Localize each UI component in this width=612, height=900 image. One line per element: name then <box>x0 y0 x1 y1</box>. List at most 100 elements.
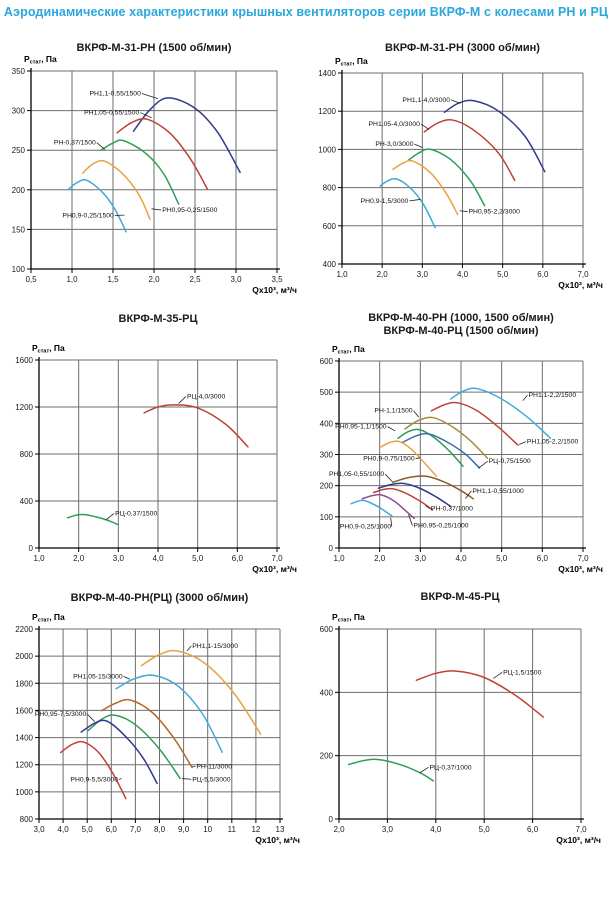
x-tick-label: 3,0 <box>382 825 394 834</box>
label-leader <box>181 778 192 780</box>
x-tick-label: 0,5 <box>25 275 37 284</box>
series-label: РН0,95-0,25/1000 <box>413 522 468 529</box>
label-leader <box>419 766 429 774</box>
series-label: РН0,95-1,1/1500 <box>335 424 387 431</box>
series-curve <box>116 117 209 190</box>
x-tick-label: 7,0 <box>577 270 589 279</box>
series-label: РН1,05-0,55/1000 <box>329 471 384 478</box>
x-tick-label: 4,0 <box>455 554 467 563</box>
series-curve <box>81 159 151 220</box>
y-tick-label: 250 <box>12 146 26 155</box>
x-tick-label: 1,0 <box>333 554 345 563</box>
series-curve <box>143 404 249 448</box>
label-leader <box>420 123 430 130</box>
x-tick-label: 4,0 <box>457 270 469 279</box>
x-axis-label: Qx10³, м³/ч <box>558 564 603 574</box>
x-tick-label: 6,0 <box>106 825 118 834</box>
label-leader <box>118 777 122 781</box>
y-tick-label: 0 <box>329 544 334 553</box>
label-leader <box>408 514 413 526</box>
series-label: РН-11/3000 <box>196 764 232 771</box>
series-curve <box>404 416 489 459</box>
series-curve <box>132 97 241 174</box>
series-curve <box>401 432 481 469</box>
page-title: Аэродинамические характеристики крышных … <box>3 5 609 19</box>
x-tick-label: 3,0 <box>417 270 429 279</box>
series-label: РН1,05-4,0/3000 <box>369 121 421 128</box>
x-tick-label: 11 <box>228 825 237 834</box>
series-label: РН1,1-0,55/1500 <box>89 91 141 98</box>
y-axis-label: Pстат, Па <box>332 612 365 624</box>
y-tick-label: 600 <box>320 357 334 366</box>
label-leader <box>459 210 468 212</box>
chart-title: ВКРФ-М-40-РН (1000, 1500 об/мин) <box>368 312 554 324</box>
y-tick-label: 1800 <box>15 679 33 688</box>
y-axis-label: Pстат, Па <box>332 344 365 356</box>
x-tick-label: 4,0 <box>430 825 442 834</box>
y-tick-label: 100 <box>320 513 334 522</box>
series-label: РЦ-0,37/1000 <box>430 764 472 771</box>
series-curve <box>430 401 519 446</box>
y-tick-label: 1600 <box>15 356 33 365</box>
x-tick-label: 7,0 <box>577 554 589 563</box>
x-tick-label: 1,5 <box>107 275 119 284</box>
x-tick-label: 4,0 <box>58 825 70 834</box>
x-tick-label: 6,0 <box>537 270 549 279</box>
series-label: РЦ-4,0/3000 <box>187 393 226 400</box>
series-curve <box>372 487 434 511</box>
y-tick-label: 100 <box>12 265 26 274</box>
x-tick-label: 13 <box>276 825 285 834</box>
series-label: РН0,9-1,5/3000 <box>361 198 409 205</box>
y-axis-label: Pстат, Па <box>24 54 57 66</box>
x-tick-label: 3,0 <box>415 554 427 563</box>
x-tick-label: 1,0 <box>33 554 45 563</box>
series-label: РН1,05-0,55/1500 <box>84 110 139 117</box>
x-tick-label: 3,0 <box>113 554 125 563</box>
y-tick-label: 600 <box>320 625 334 634</box>
x-tick-label: 7,0 <box>575 825 587 834</box>
x-tick-label: 5,0 <box>192 554 204 563</box>
y-tick-label: 1200 <box>15 403 33 412</box>
label-leader <box>493 671 503 679</box>
label-leader <box>390 517 393 527</box>
chart-2: 1,0 2,0 3,0 4,0 5,0 6,0 7,0 400 600 800 1000 1200 14… <box>318 42 603 290</box>
x-tick-label: 6,0 <box>527 825 539 834</box>
chart-5: 3,0 4,0 5,0 6,0 7,0 8,0 9,0 10 11 12 13 800 1000 1200… <box>15 592 300 845</box>
label-leader <box>409 199 421 202</box>
x-tick-label: 5,0 <box>497 270 509 279</box>
y-tick-label: 200 <box>320 482 334 491</box>
series-label: РН1,05-15/3000 <box>73 673 123 680</box>
x-axis-label: Qx10³, м³/ч <box>255 835 300 845</box>
x-tick-label: 7,0 <box>271 554 283 563</box>
chart-1: 0,5 1,0 1,5 2,0 2,5 3,0 3,5 100 150 200 250 300 350 В… <box>12 42 297 295</box>
label-leader <box>465 490 472 499</box>
x-tick-label: 5,0 <box>82 825 94 834</box>
label-leader <box>450 99 461 104</box>
y-tick-label: 150 <box>12 225 26 234</box>
x-tick-label: 4,0 <box>152 554 164 563</box>
series-curve <box>423 118 516 182</box>
x-tick-label: 2,0 <box>377 270 389 279</box>
label-leader <box>387 426 396 432</box>
series-label: РЦ-5,5/3000 <box>192 776 231 783</box>
series-curve <box>450 387 552 440</box>
series-label: РН0,95-2,2/3000 <box>469 209 521 216</box>
x-tick-label: 3,5 <box>271 275 283 284</box>
x-tick-label: 1,0 <box>336 270 348 279</box>
x-tick-label: 12 <box>251 825 260 834</box>
x-tick-label: 6,0 <box>537 554 549 563</box>
series-curve <box>397 428 464 468</box>
y-tick-label: 800 <box>20 450 34 459</box>
series-curve <box>140 649 262 735</box>
x-axis-label: Qx10³, м³/ч <box>556 835 601 845</box>
y-tick-label: 1200 <box>318 107 336 116</box>
label-leader <box>178 396 187 404</box>
series-label: РН-0,37/1000 <box>431 506 473 513</box>
y-tick-label: 1400 <box>318 69 336 78</box>
label-leader <box>96 142 106 150</box>
chart-3: 1,0 2,0 3,0 4,0 5,0 6,0 7,0 0 400 800 1200 1600 ВКРФ… <box>15 313 297 574</box>
series-curve <box>392 159 459 216</box>
series-curve <box>379 177 436 229</box>
y-tick-label: 350 <box>12 67 26 76</box>
y-tick-label: 200 <box>12 186 26 195</box>
